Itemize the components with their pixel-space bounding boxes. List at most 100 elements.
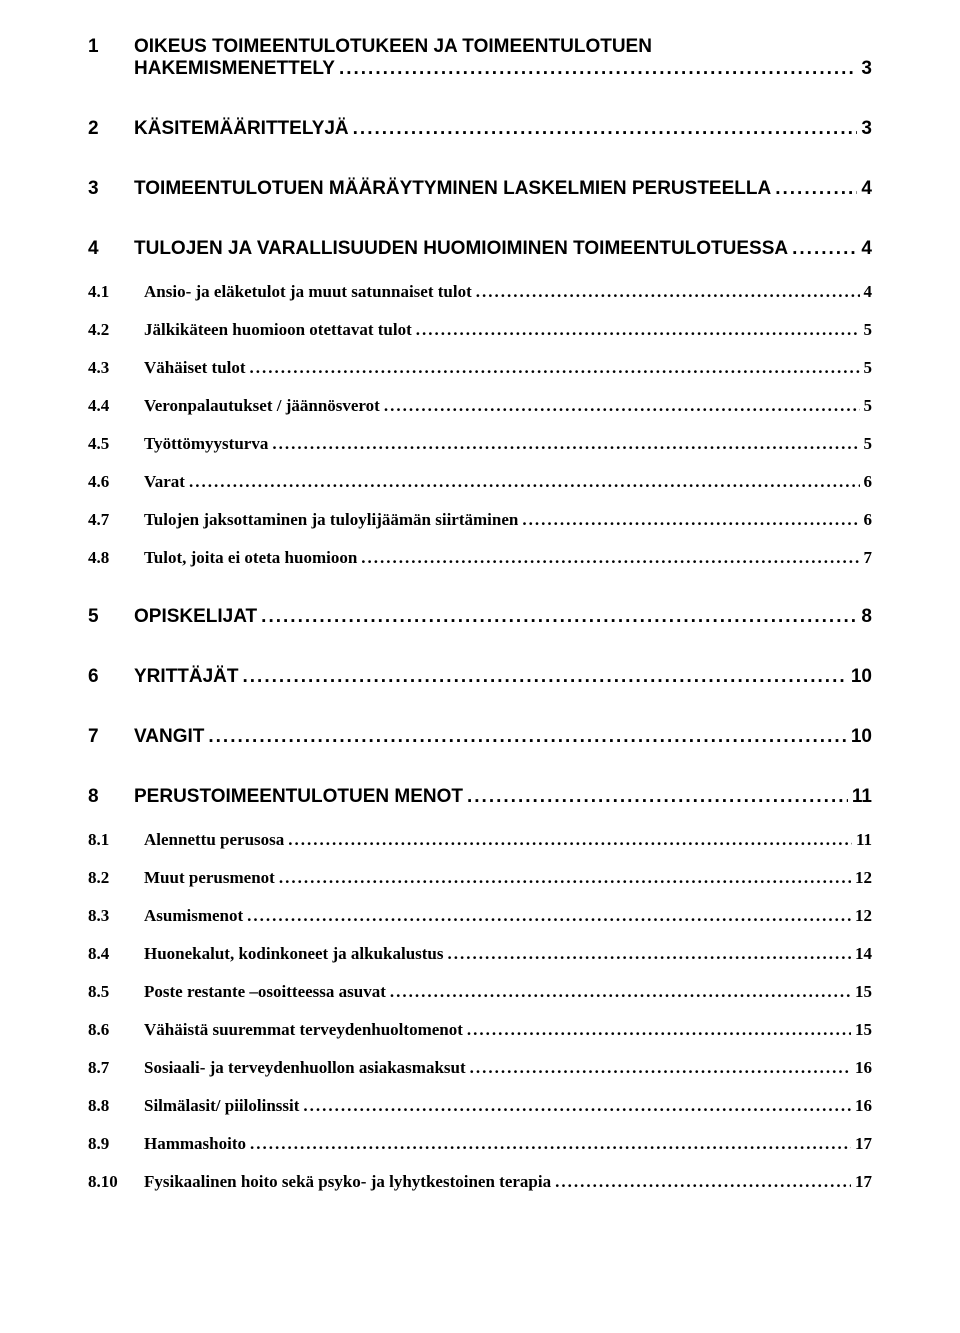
- toc-number: 4.4: [88, 396, 144, 416]
- toc-number: 8.9: [88, 1134, 144, 1154]
- toc-title: Sosiaali- ja terveydenhuollon asiakasmak…: [144, 1058, 466, 1078]
- toc-entry-l2: 8.4Huonekalut, kodinkoneet ja alkukalust…: [88, 944, 872, 964]
- toc-entry-l2: 4.7Tulojen jaksottaminen ja tuloylijäämä…: [88, 510, 872, 530]
- toc-leader-dots: [522, 510, 859, 530]
- toc-leader-dots: [476, 282, 860, 302]
- toc-title: OIKEUS TOIMEENTULOTUKEEN JA TOIMEENTULOT…: [134, 36, 652, 58]
- toc-entry-l2: 4.5Työttömyysturva5: [88, 434, 872, 454]
- toc-page: 11: [852, 786, 872, 808]
- toc-title: Poste restante –osoitteessa asuvat: [144, 982, 386, 1002]
- toc-number: 8.7: [88, 1058, 144, 1078]
- toc-leader-dots: [250, 1134, 851, 1154]
- toc-page: 17: [855, 1172, 872, 1192]
- toc-leader-dots: [416, 320, 860, 340]
- toc-entry-l1: 3TOIMEENTULOTUEN MÄÄRÄYTYMINEN LASKELMIE…: [88, 178, 872, 200]
- toc-page: 6: [864, 510, 873, 530]
- toc-entry-l1: 5OPISKELIJAT8: [88, 606, 872, 628]
- toc-entry-l2: 8.2Muut perusmenot 12: [88, 868, 872, 888]
- table-of-contents: 1OIKEUS TOIMEENTULOTUKEEN JA TOIMEENTULO…: [88, 36, 872, 1192]
- toc-leader-dots: [555, 1172, 851, 1192]
- toc-page: 7: [864, 548, 873, 568]
- toc-title: Alennettu perusosa: [144, 830, 284, 850]
- toc-leader-dots: [361, 548, 859, 568]
- toc-entry-l2: 4.6Varat6: [88, 472, 872, 492]
- toc-number: 4.1: [88, 282, 144, 302]
- toc-number: 8: [88, 786, 134, 808]
- toc-page: 17: [855, 1134, 872, 1154]
- toc-leader-dots: [189, 472, 860, 492]
- toc-page: 5: [864, 358, 873, 378]
- toc-leader-dots: [792, 238, 857, 260]
- toc-title: Vähäiset tulot: [144, 358, 246, 378]
- toc-page: 5: [864, 434, 873, 454]
- toc-entry-l2: 4.3Vähäiset tulot5: [88, 358, 872, 378]
- toc-entry-l2: 8.5Poste restante –osoitteessa asuvat 15: [88, 982, 872, 1002]
- toc-title: Vähäistä suuremmat terveydenhuoltomenot: [144, 1020, 463, 1040]
- toc-number: 4.8: [88, 548, 144, 568]
- toc-title: Fysikaalinen hoito sekä psyko- ja lyhytk…: [144, 1172, 551, 1192]
- toc-entry-l1: 7VANGIT10: [88, 726, 872, 748]
- toc-title: Ansio- ja eläketulot ja muut satunnaiset…: [144, 282, 472, 302]
- toc-title: Veronpalautukset / jäännösverot: [144, 396, 380, 416]
- toc-page: 16: [855, 1096, 872, 1116]
- toc-number: 8.2: [88, 868, 144, 888]
- toc-page: 15: [855, 1020, 872, 1040]
- toc-title: Työttömyysturva: [144, 434, 268, 454]
- toc-page: 10: [851, 666, 872, 688]
- toc-title: HAKEMISMENETTELY: [134, 58, 335, 80]
- toc-page: 15: [855, 982, 872, 1002]
- toc-entry-l2: 8.6Vähäistä suuremmat terveydenhuoltomen…: [88, 1020, 872, 1040]
- toc-entry-l2: 4.8Tulot, joita ei oteta huomioon7: [88, 548, 872, 568]
- toc-title: TULOJEN JA VARALLISUUDEN HUOMIOIMINEN TO…: [134, 238, 788, 260]
- toc-leader-dots: [303, 1096, 851, 1116]
- toc-leader-dots: [208, 726, 846, 748]
- toc-title: PERUSTOIMEENTULOTUEN MENOT: [134, 786, 463, 808]
- toc-entry-l2: 4.1Ansio- ja eläketulot ja muut satunnai…: [88, 282, 872, 302]
- toc-entry-l1: 8PERUSTOIMEENTULOTUEN MENOT 11: [88, 786, 872, 808]
- toc-leader-dots: [353, 118, 858, 140]
- toc-entry-l2: 8.8Silmälasit/ piilolinssit 16: [88, 1096, 872, 1116]
- toc-entry-l1: 1OIKEUS TOIMEENTULOTUKEEN JA TOIMEENTULO…: [88, 36, 872, 80]
- toc-page: 4: [864, 282, 873, 302]
- toc-number: 8.8: [88, 1096, 144, 1116]
- toc-leader-dots: [288, 830, 852, 850]
- toc-number: 4.6: [88, 472, 144, 492]
- toc-entry-l1: 6YRITTÄJÄT10: [88, 666, 872, 688]
- toc-title: Hammashoito: [144, 1134, 246, 1154]
- toc-number: 8.5: [88, 982, 144, 1002]
- toc-number: 5: [88, 606, 134, 628]
- toc-page: 4: [861, 238, 872, 260]
- toc-page: 5: [864, 320, 873, 340]
- toc-leader-dots: [339, 58, 857, 80]
- toc-page: 5: [864, 396, 873, 416]
- toc-page: 14: [855, 944, 872, 964]
- toc-entry-l2: 8.7Sosiaali- ja terveydenhuollon asiakas…: [88, 1058, 872, 1078]
- toc-number: 4: [88, 238, 134, 260]
- toc-leader-dots: [384, 396, 860, 416]
- toc-leader-dots: [272, 434, 859, 454]
- toc-title: Muut perusmenot: [144, 868, 275, 888]
- toc-title: Silmälasit/ piilolinssit: [144, 1096, 299, 1116]
- toc-title: Jälkikäteen huomioon otettavat tulot: [144, 320, 412, 340]
- toc-leader-dots: [467, 1020, 851, 1040]
- toc-number: 4.7: [88, 510, 144, 530]
- toc-leader-dots: [775, 178, 857, 200]
- toc-title: YRITTÄJÄT: [134, 666, 239, 688]
- toc-entry-l1: 4TULOJEN JA VARALLISUUDEN HUOMIOIMINEN T…: [88, 238, 872, 260]
- toc-page: 3: [861, 58, 872, 80]
- toc-number: 8.4: [88, 944, 144, 964]
- toc-page: 6: [864, 472, 873, 492]
- toc-title: KÄSITEMÄÄRITTELYJÄ: [134, 118, 349, 140]
- toc-number: 8.10: [88, 1172, 144, 1192]
- toc-leader-dots: [261, 606, 857, 628]
- toc-page: 12: [855, 868, 872, 888]
- toc-entry-l1: 2KÄSITEMÄÄRITTELYJÄ3: [88, 118, 872, 140]
- toc-title: Asumismenot: [144, 906, 243, 926]
- toc-title: Huonekalut, kodinkoneet ja alkukalustus: [144, 944, 444, 964]
- toc-number: 8.3: [88, 906, 144, 926]
- toc-entry-l2: 4.4Veronpalautukset / jäännösverot 5: [88, 396, 872, 416]
- toc-page: 12: [855, 906, 872, 926]
- toc-number: 1: [88, 36, 134, 58]
- toc-number: 2: [88, 118, 134, 140]
- toc-page: 16: [855, 1058, 872, 1078]
